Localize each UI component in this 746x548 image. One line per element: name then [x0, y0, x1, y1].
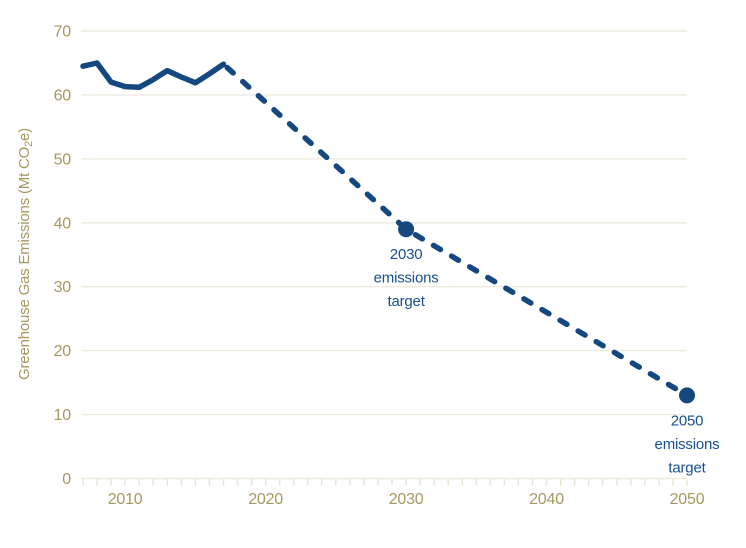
target-label-2030-line: 2030 — [390, 246, 423, 263]
y-tick-label: 20 — [54, 343, 72, 360]
x-axis-minor-ticks — [82, 479, 688, 486]
x-tick-label: 2020 — [248, 491, 283, 508]
y-axis-title-subscript: 2 — [23, 141, 35, 147]
y-tick-label: 10 — [54, 407, 72, 424]
gridlines — [81, 30, 687, 480]
x-axis-tick-labels: 2010 2020 2030 2040 2050 — [108, 491, 705, 508]
y-axis-tick-labels: 0 10 20 30 40 50 60 70 — [54, 24, 72, 489]
projected-target-pathway-line — [220, 61, 690, 399]
target-label-2050-line: target — [668, 459, 706, 476]
y-tick-label: 40 — [54, 215, 72, 232]
x-tick-label: 2040 — [529, 491, 564, 508]
y-axis-title-group: Greenhouse Gas Emissions (Mt CO2e) — [16, 128, 35, 380]
y-axis-title: Greenhouse Gas Emissions (Mt CO2e) — [16, 128, 35, 380]
y-axis-title-text: Greenhouse Gas Emissions (Mt CO — [16, 147, 33, 380]
y-tick-label: 60 — [54, 87, 72, 104]
target-point-2030 — [398, 221, 415, 238]
target-label-2050-line: emissions — [655, 436, 720, 453]
x-tick-label: 2050 — [670, 491, 705, 508]
x-tick-label: 2010 — [108, 491, 143, 508]
target-label-2030-line: target — [388, 293, 426, 310]
y-tick-label: 50 — [54, 151, 72, 168]
x-tick-label: 2030 — [389, 491, 424, 508]
historical-emissions-line — [80, 60, 227, 91]
target-annotations: 2030 emissions target 2050 emissions target — [374, 221, 720, 476]
y-tick-label: 30 — [54, 279, 72, 296]
target-label-2050-line: 2050 — [671, 412, 704, 429]
target-label-2030-line: emissions — [374, 270, 439, 287]
y-tick-label: 70 — [54, 24, 72, 41]
data-series — [80, 60, 690, 399]
y-tick-label: 0 — [62, 471, 71, 488]
target-point-2050 — [679, 387, 695, 404]
y-axis-title-text: e) — [16, 128, 33, 141]
